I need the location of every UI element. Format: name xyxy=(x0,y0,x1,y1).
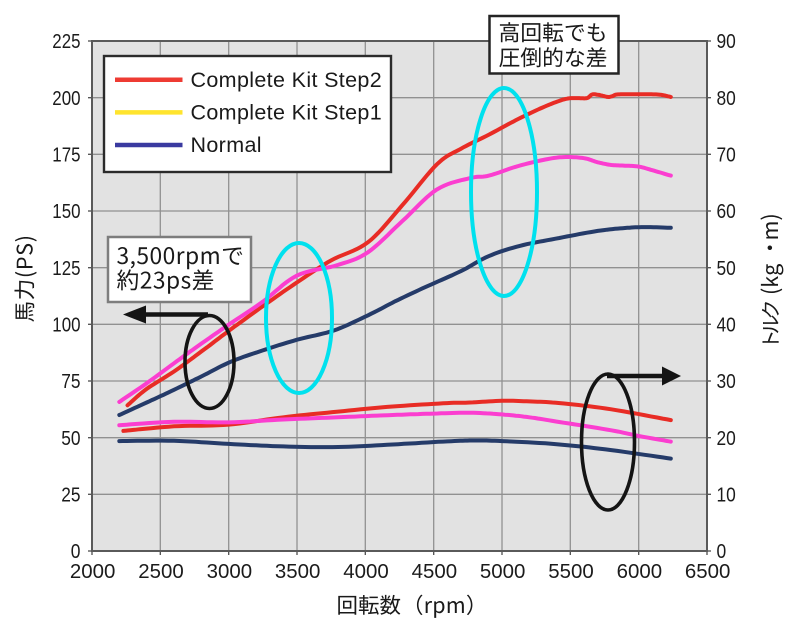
svg-text:50: 50 xyxy=(717,258,736,280)
svg-text:75: 75 xyxy=(61,371,80,393)
svg-text:10: 10 xyxy=(717,485,736,507)
svg-text:40: 40 xyxy=(717,315,736,337)
svg-text:25: 25 xyxy=(61,485,80,507)
svg-text:Complete Kit Step2: Complete Kit Step2 xyxy=(191,68,383,92)
svg-text:80: 80 xyxy=(717,88,736,110)
svg-text:2500: 2500 xyxy=(138,561,184,583)
svg-text:0: 0 xyxy=(717,541,727,563)
svg-text:225: 225 xyxy=(52,31,80,53)
svg-text:70: 70 xyxy=(717,145,736,167)
svg-text:0: 0 xyxy=(71,541,81,563)
svg-text:3500: 3500 xyxy=(275,561,321,583)
svg-text:6500: 6500 xyxy=(685,561,731,583)
svg-text:Normal: Normal xyxy=(191,133,262,157)
svg-text:20: 20 xyxy=(717,428,736,450)
svg-text:5000: 5000 xyxy=(480,561,526,583)
svg-text:200: 200 xyxy=(52,88,80,110)
svg-text:50: 50 xyxy=(61,428,80,450)
svg-text:90: 90 xyxy=(717,31,736,53)
svg-text:100: 100 xyxy=(52,315,80,337)
svg-text:2000: 2000 xyxy=(70,561,116,583)
svg-text:125: 125 xyxy=(52,258,80,280)
svg-text:4000: 4000 xyxy=(343,561,389,583)
svg-text:6000: 6000 xyxy=(617,561,663,583)
svg-text:60: 60 xyxy=(717,201,736,223)
svg-text:30: 30 xyxy=(717,371,736,393)
svg-text:5500: 5500 xyxy=(548,561,594,583)
svg-text:150: 150 xyxy=(52,201,80,223)
svg-text:4500: 4500 xyxy=(412,561,458,583)
svg-text:3000: 3000 xyxy=(207,561,253,583)
svg-text:175: 175 xyxy=(52,145,80,167)
svg-text:Complete Kit Step1: Complete Kit Step1 xyxy=(191,101,383,125)
